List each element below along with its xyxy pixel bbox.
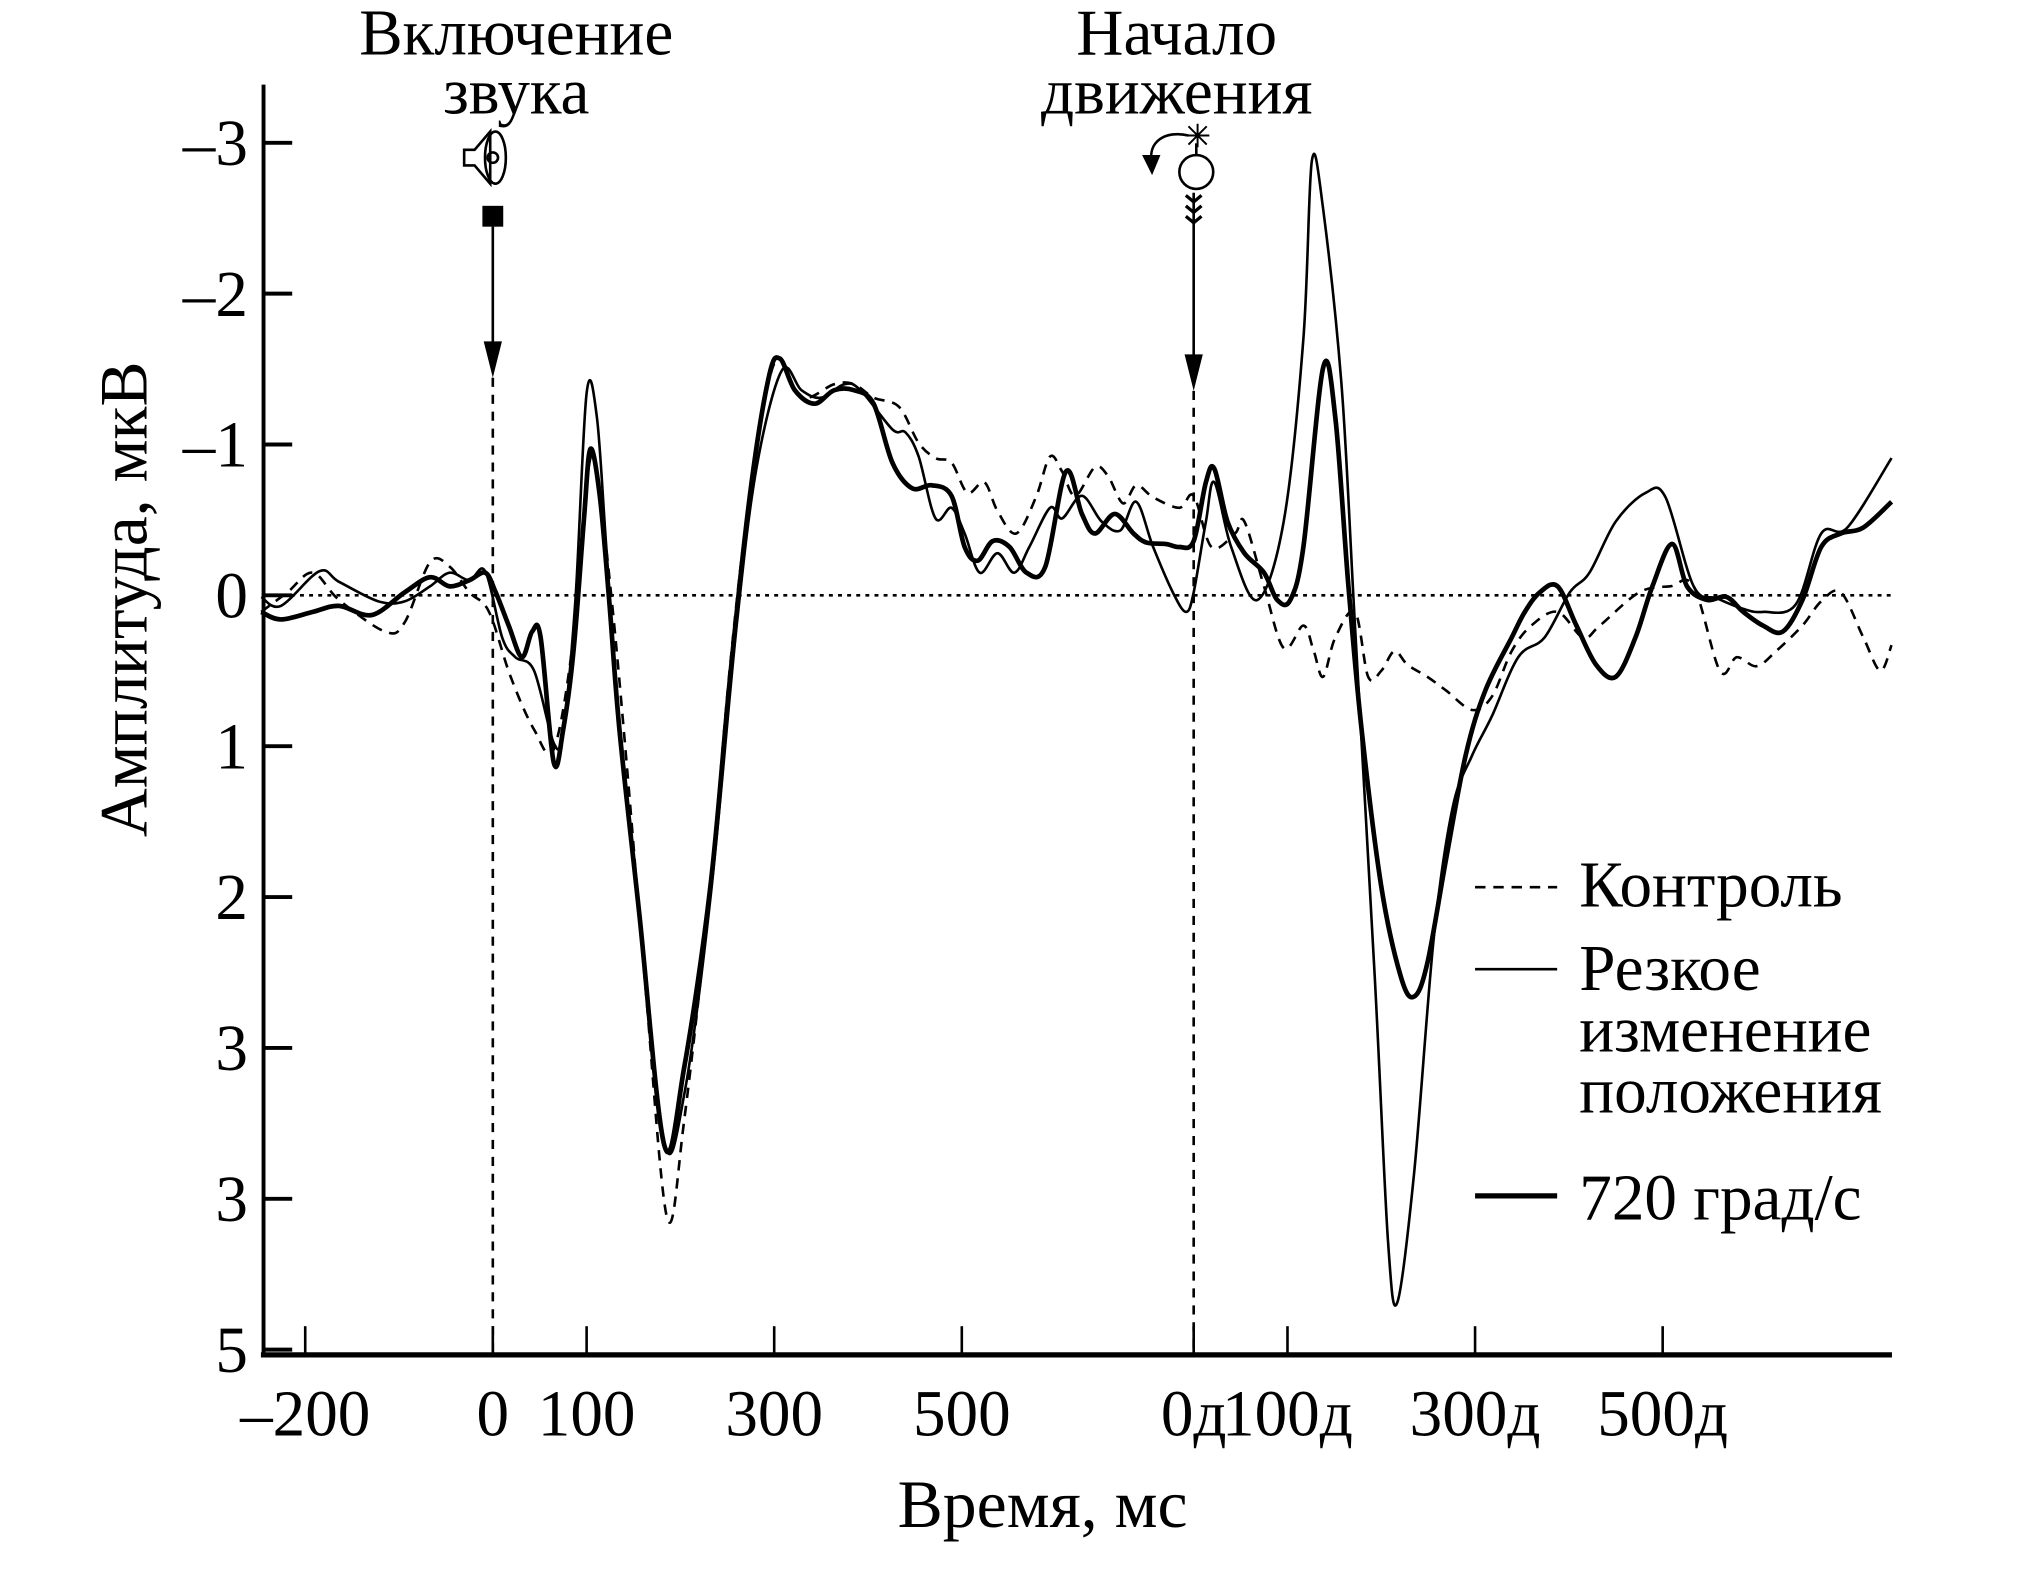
series-group (260, 152, 1894, 1307)
sound-onset-arrowhead (483, 341, 502, 378)
y-tick-label: 5 (215, 1315, 248, 1387)
y-tick-label: –2 (182, 259, 248, 331)
head-rotation-icon (1142, 123, 1215, 225)
x-tick-label: 0 (477, 1379, 510, 1451)
x-tick-label: 300д (1410, 1379, 1541, 1451)
series-line-thick (260, 355, 1894, 1155)
y-tick-label: –3 (182, 108, 248, 180)
x-tick-label: 500д (1597, 1379, 1728, 1451)
x-tick-label: 300 (725, 1379, 823, 1451)
sound-onset-marker (482, 205, 504, 227)
y-ticks: –3 –2 –1 0 1 2 3 3 5 (182, 108, 293, 1387)
x-tick-label: 100 (538, 1379, 636, 1451)
legend-label-abrupt-line2: изменение (1579, 994, 1871, 1066)
x-tick-label: –200 (239, 1379, 370, 1451)
event-label-movement-line2: движения (1041, 56, 1312, 128)
legend-label-720: 720 град/с (1579, 1162, 1861, 1234)
speaker-icon (462, 128, 508, 188)
event-label-sound-line2: звука (443, 56, 589, 128)
legend: Контроль Резкое изменение положения 720 … (1475, 850, 1882, 1234)
legend-label-abrupt-line3: положения (1579, 1056, 1882, 1128)
legend-label-abrupt-line1: Резкое (1579, 933, 1760, 1005)
x-tick-label: 500 (913, 1379, 1011, 1451)
y-axis-title: Амплитуда, мкВ (86, 361, 161, 837)
x-tick-label: 100д (1222, 1379, 1353, 1451)
x-axis-title: Время, мс (898, 1467, 1188, 1542)
legend-label-control: Контроль (1579, 850, 1842, 922)
y-tick-label: –1 (182, 410, 248, 482)
y-tick-label: 1 (215, 711, 248, 783)
y-tick-label: 3 (215, 1013, 248, 1085)
series-line-thin (260, 152, 1893, 1307)
event-label-sound-line1: Включение (359, 0, 673, 70)
event-label-movement-line1: Начало (1076, 0, 1277, 70)
movement-onset-arrowhead (1184, 354, 1203, 391)
y-tick-label: 3 (215, 1164, 248, 1236)
x-tick-label: 0д (1161, 1379, 1227, 1451)
y-tick-label: 0 (215, 560, 248, 632)
y-tick-label: 2 (215, 862, 248, 934)
